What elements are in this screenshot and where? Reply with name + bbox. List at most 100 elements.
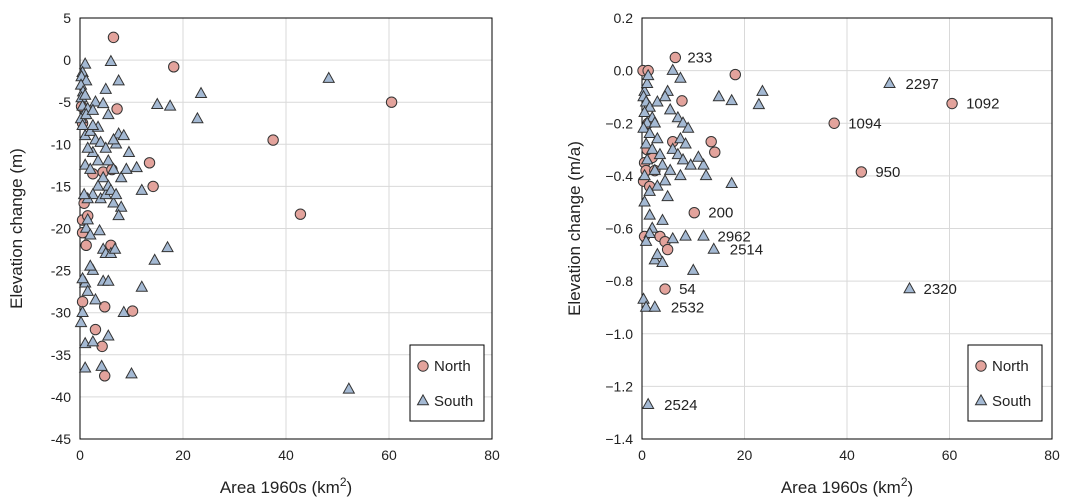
south-point	[653, 147, 667, 160]
south-point	[91, 179, 105, 191]
north-point	[111, 103, 123, 115]
south-point	[725, 93, 739, 106]
north-point	[385, 96, 398, 108]
south-point	[756, 84, 769, 96]
south-point	[89, 95, 102, 107]
x-tick-label: 60	[942, 447, 958, 463]
south-point	[679, 137, 692, 149]
south-point	[81, 212, 95, 225]
north-point	[855, 166, 868, 178]
south-point	[163, 99, 177, 111]
north-point	[99, 370, 111, 382]
south-point	[342, 382, 356, 394]
south-point	[883, 76, 896, 89]
point-annotation: 1092	[966, 96, 999, 113]
south-point	[679, 229, 692, 241]
south-point	[101, 274, 115, 286]
south-point	[643, 184, 657, 196]
south-point	[651, 247, 664, 260]
y-tick-label: -40	[51, 389, 71, 405]
y-tick-label: −1.2	[605, 378, 633, 394]
south-point	[637, 121, 650, 133]
south-point	[104, 54, 118, 67]
south-point	[120, 162, 133, 174]
south-point	[107, 162, 120, 174]
x-tick-label: 0	[638, 447, 646, 463]
x-tick-label: 0	[76, 447, 84, 463]
y-tick-label: −0.2	[605, 115, 633, 131]
south-point	[639, 137, 653, 149]
y-tick-label: −0.8	[605, 273, 633, 289]
south-point	[91, 153, 105, 166]
south-point	[658, 89, 672, 102]
point-annotation: 54	[679, 281, 696, 298]
south-point	[686, 263, 700, 275]
south-point	[83, 259, 97, 271]
south-point	[671, 147, 685, 160]
south-point	[640, 152, 654, 165]
point-annotation: 1094	[848, 115, 881, 132]
y-tick-label: -35	[51, 347, 71, 363]
south-point	[114, 170, 128, 183]
y-tick-label: 0.0	[614, 63, 634, 79]
south-point	[712, 89, 726, 102]
point-annotation: 233	[687, 49, 712, 66]
north-point	[76, 296, 89, 308]
south-point	[112, 73, 125, 86]
south-point	[117, 305, 131, 317]
south-point	[161, 240, 174, 253]
south-point	[94, 135, 107, 147]
south-point	[78, 361, 92, 373]
north-point	[89, 323, 102, 336]
south-point	[81, 284, 95, 296]
north-point	[143, 157, 156, 169]
south-point	[676, 152, 690, 165]
south-point	[648, 300, 662, 312]
north-point	[659, 283, 671, 295]
point-annotation: 200	[708, 205, 733, 222]
south-point	[648, 163, 662, 175]
south-point	[663, 163, 677, 175]
point-annotation: 2297	[906, 76, 939, 93]
south-point	[639, 234, 653, 246]
south-point	[651, 179, 664, 191]
south-point	[674, 168, 687, 181]
legend-north-marker	[417, 360, 429, 372]
north-point	[828, 117, 840, 129]
south-point	[78, 158, 92, 170]
south-point	[699, 168, 713, 181]
south-point	[651, 131, 664, 144]
south-point	[122, 145, 136, 157]
south-point	[114, 200, 128, 212]
south-point	[697, 229, 710, 241]
south-point	[101, 329, 115, 341]
left-panel: 0 20 40 60 80 5 0 -5 -10 -15 -20 -25 -30 -35 -40 -45 Are…	[7, 10, 500, 497]
south-point	[76, 118, 89, 131]
legend-label: South	[992, 393, 1031, 410]
point-annotation: 2514	[730, 242, 763, 259]
south-point	[697, 158, 710, 170]
south-point	[656, 158, 669, 170]
south-point	[725, 176, 739, 189]
south-point	[643, 126, 657, 139]
x-tick-label: 40	[278, 447, 294, 463]
north-point	[676, 95, 688, 107]
south-point	[663, 102, 677, 115]
x-tick-label: 60	[381, 447, 397, 463]
south-point	[107, 132, 120, 145]
north-point	[267, 134, 279, 146]
y-tick-label: −1.0	[605, 326, 633, 342]
north-point	[107, 31, 120, 44]
y-tick-label: -15	[51, 178, 71, 194]
south-point	[658, 173, 672, 186]
south-point	[96, 170, 110, 183]
x-tick-label: 80	[1044, 447, 1060, 463]
south-point	[903, 281, 916, 294]
south-point	[76, 305, 89, 317]
south-point	[648, 116, 662, 128]
south-point	[674, 71, 687, 83]
south-point	[194, 86, 208, 99]
point-annotation: 2532	[671, 299, 704, 316]
plot-frame	[641, 17, 1053, 440]
